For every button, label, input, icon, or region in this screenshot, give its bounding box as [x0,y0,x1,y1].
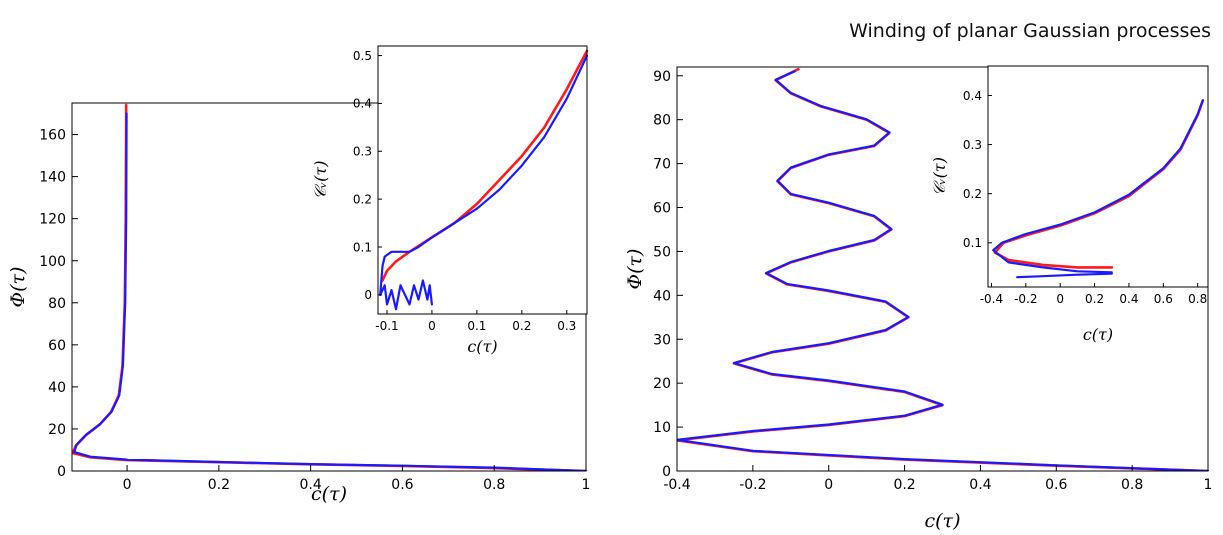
right-main-xtick-label: 0 [824,477,833,493]
left-inset-ytick-label: 0.2 [353,192,372,206]
left-main-y-axis-label: Φ(τ) [7,267,29,308]
left-main-ytick-label: 120 [39,212,66,228]
left-main-xtick-label: 0.6 [391,477,413,493]
left-inset-xtick-label: 0.3 [557,319,576,333]
left-inset-ytick-label: 0.5 [353,49,372,63]
left-inset-plot-area [378,46,587,314]
left-inset-ytick-label: 0.4 [353,97,372,111]
right-main-ytick-label: 70 [653,157,671,173]
left-main-ytick-label: 60 [48,338,66,354]
left-inset-series-simulation-2 [379,279,433,311]
right-main-xtick-label: 1 [1204,477,1213,493]
right-main-ytick-label: 20 [653,376,671,392]
right-inset-plot-area [988,66,1208,287]
left-main-ytick-label: 20 [48,422,66,438]
right-inset-xtick-label: 0.4 [1119,292,1138,306]
right-inset-xtick-label: 0.6 [1154,292,1173,306]
left-main-xtick-label: 0.8 [483,477,505,493]
right-inset-xtick-label: -0.2 [1014,292,1037,306]
left-inset-ytick-label: 0 [364,288,372,302]
right-inset-ytick-label: 0.1 [963,236,982,250]
right-main-ytick-label: 80 [653,113,671,129]
right-inset-panel: -0.4 -0.2 0 0.2 0.4 0.6 0.8 0.1 0.2 0.3 0.4 c(τ) 𝒞ᵥ(… [930,65,1209,344]
right-inset-y-axis-label: 𝒞ᵥ(τ) [930,157,949,196]
right-main-ytick-label: 10 [653,420,671,436]
left-inset-ytick-label: 0.1 [353,240,372,254]
left-inset-series-theory-0 [381,49,589,282]
right-inset-series-simulation-2 [1016,272,1113,279]
left-main-x-axis-label: c(τ) [311,483,347,505]
right-inset-xtick-label: -0.4 [980,292,1003,306]
left-inset-xtick-label: 0.1 [467,319,486,333]
right-inset-ytick-label: 0.4 [963,89,982,103]
right-inset-xtick-label: 0 [1056,292,1064,306]
right-inset-xtick-label: 0.2 [1085,292,1104,306]
left-inset-xtick-label: -0.1 [375,319,398,333]
left-main-xtick-label: 0.4 [300,477,322,493]
right-inset-x-axis-label: c(τ) [1083,325,1113,344]
right-inset-xtick-label: 0.8 [1188,292,1207,306]
left-inset-axes-box [377,45,588,315]
left-inset-series-simulation-1 [379,54,589,296]
right-inset-axes-box [987,65,1209,288]
left-main-ytick-label: 0 [57,464,66,480]
left-inset-x-axis-label: c(τ) [467,337,497,356]
right-main-ytick-label: 30 [653,332,671,348]
right-main-series-simulation-1 [677,70,1210,471]
right-main-xtick-label: 0.4 [969,477,991,493]
right-main-xtick-label: -0.2 [739,477,766,493]
right-inset-series-simulation-1 [992,99,1204,274]
left-main-xtick-label: 0.2 [208,477,230,493]
right-main-ytick-label: 40 [653,288,671,304]
right-inset-ytick-label: 0.3 [963,138,982,152]
right-main-xtick-label: -0.4 [663,477,690,493]
running-head: Winding of planar Gaussian processes [849,20,1211,42]
right-main-ytick-label: 50 [653,244,671,260]
left-main-series-simulation-1 [73,112,588,471]
right-main-y-axis-label: Φ(τ) [624,249,646,290]
right-main-ytick-label: 60 [653,201,671,217]
left-main-xtick-label: 1 [582,477,591,493]
right-inset-ytick-label: 0.2 [963,187,982,201]
left-inset-xtick-label: 0 [428,319,436,333]
left-inset-ytick-label: 0.3 [353,145,372,159]
left-inset-xtick-label: 0.2 [512,319,531,333]
left-main-xtick-label: 0 [123,477,132,493]
right-main-xtick-label: 0.2 [893,477,915,493]
right-main-ytick-label: 90 [653,69,671,85]
left-inset-panel: -0.1 0 0.1 0.2 0.3 0 0.1 0.2 0.3 0.4 0.5 c(τ) 𝒞ᵥ(τ) [311,45,589,356]
right-main-x-axis-label: c(τ) [925,510,961,532]
left-main-ytick-label: 160 [39,128,66,144]
left-main-ytick-label: 40 [48,380,66,396]
left-main-ytick-label: 140 [39,170,66,186]
right-main-xtick-label: 0.8 [1121,477,1143,493]
right-main-ytick-label: 0 [662,464,671,480]
left-main-ytick-label: 100 [39,254,66,270]
right-main-xtick-label: 0.6 [1045,477,1067,493]
left-inset-y-axis-label: 𝒞ᵥ(τ) [311,161,330,200]
left-main-ytick-label: 80 [48,296,66,312]
